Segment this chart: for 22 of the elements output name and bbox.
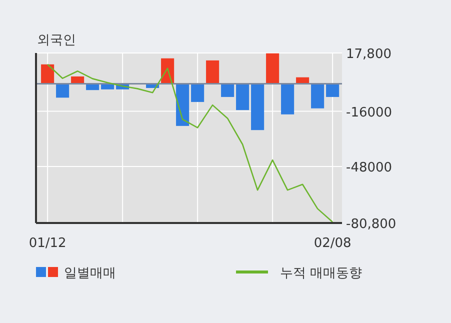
bar [236,84,250,110]
bar [56,84,70,98]
bar [191,84,204,102]
chart-title: 외국인 [37,33,76,48]
bar [281,84,294,114]
legend-label: 누적 매매동향 [280,266,362,281]
y-tick-label: -48000 [346,160,392,176]
bar [266,53,280,84]
bar [326,84,340,97]
bar [221,84,234,97]
bar [41,64,54,84]
y-tick-label: -80,800 [346,217,396,232]
legend-label: 일별매매 [64,266,116,281]
x-tick-label: 02/08 [314,236,352,251]
bar [251,84,264,130]
y-tick-label: -16000 [346,105,392,120]
bar [206,60,220,84]
y-tick-label: 17,800 [346,47,392,62]
x-tick-label: 01/12 [28,236,66,251]
bar [311,84,324,108]
bar [176,84,190,126]
line-series [46,64,334,223]
